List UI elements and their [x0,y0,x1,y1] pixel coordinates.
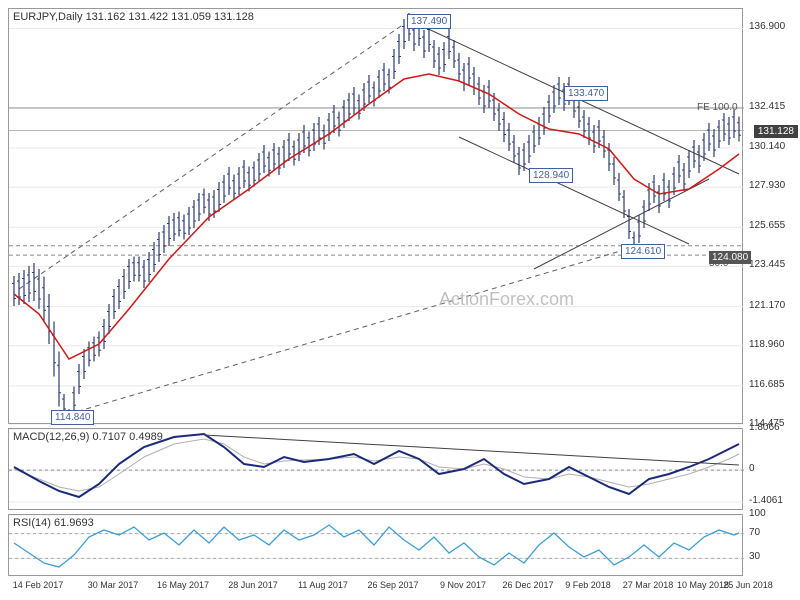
x-axis: 14 Feb 2017 30 Mar 2017 16 May 2017 28 Jun … [8,578,743,598]
macd-label: MACD(12,26,9) 0.7107 0.4989 [13,431,163,443]
x-tick: 9 Feb 2018 [565,580,611,590]
ohlc-l: 131.059 [171,11,211,23]
y-tick: 30 [749,551,760,562]
rsi-y-axis: 3070100 [745,514,800,576]
y-tick: 127.930 [749,180,785,191]
price-label: 137.490 [407,14,451,29]
annotation: 124.080 [709,251,751,264]
x-tick: 26 Dec 2017 [502,580,553,590]
macd-chart: MACD(12,26,9) 0.7107 0.4989 [8,428,743,510]
symbol-text: EURJPY [13,11,55,23]
y-tick: 132.415 [749,101,785,112]
rsi-label: RSI(14) 61.9693 [13,517,94,529]
price-label: 128.940 [529,168,573,183]
x-tick: 25 Jun 2018 [723,580,773,590]
x-tick: 11 Aug 2017 [298,580,348,590]
x-tick: 10 May 2018 [677,580,729,590]
x-tick: 16 May 2017 [157,580,209,590]
price-label: 133.470 [564,86,608,101]
ohlc-o: 131.162 [86,11,126,23]
y-tick: 1.8066 [749,422,780,433]
y-tick: 100 [749,508,766,519]
y-tick: 121.170 [749,300,785,311]
main-y-axis: 114.475116.685118.960121.170123.445125.6… [745,8,800,424]
main-chart-svg [9,9,744,425]
y-tick: 116.685 [749,379,784,390]
x-tick: 28 Jun 2017 [228,580,278,590]
x-tick: 14 Feb 2017 [13,580,64,590]
y-tick: -1.4061 [749,495,783,506]
y-tick: 123.445 [749,259,785,270]
macd-y-axis: -1.406101.8066 [745,428,800,510]
y-tick: 118.960 [749,339,784,350]
x-tick: 27 Mar 2018 [623,580,674,590]
ohlc-c: 131.128 [214,11,254,23]
y-tick: 136.900 [749,21,785,32]
y-tick: 70 [749,527,760,538]
x-tick: 30 Mar 2017 [88,580,139,590]
y-tick: 130.140 [749,141,785,152]
rsi-svg [9,515,744,577]
ohlc-h: 131.422 [128,11,168,23]
y-tick: 0 [749,463,755,474]
x-tick: 26 Sep 2017 [367,580,418,590]
y-tick: 125.655 [749,220,785,231]
price-label: 114.840 [51,410,94,425]
price-label: 124.610 [621,244,665,259]
timeframe-text: Daily [58,11,82,23]
chart-title: EURJPY,Daily 131.162 131.422 131.059 131… [13,11,254,23]
annotation: FE 100.0 [697,102,738,113]
x-tick: 9 Nov 2017 [440,580,486,590]
rsi-chart: RSI(14) 61.9693 [8,514,743,576]
current-price-badge: 131.128 [754,125,798,138]
main-price-chart: EURJPY,Daily 131.162 131.422 131.059 131… [8,8,743,424]
